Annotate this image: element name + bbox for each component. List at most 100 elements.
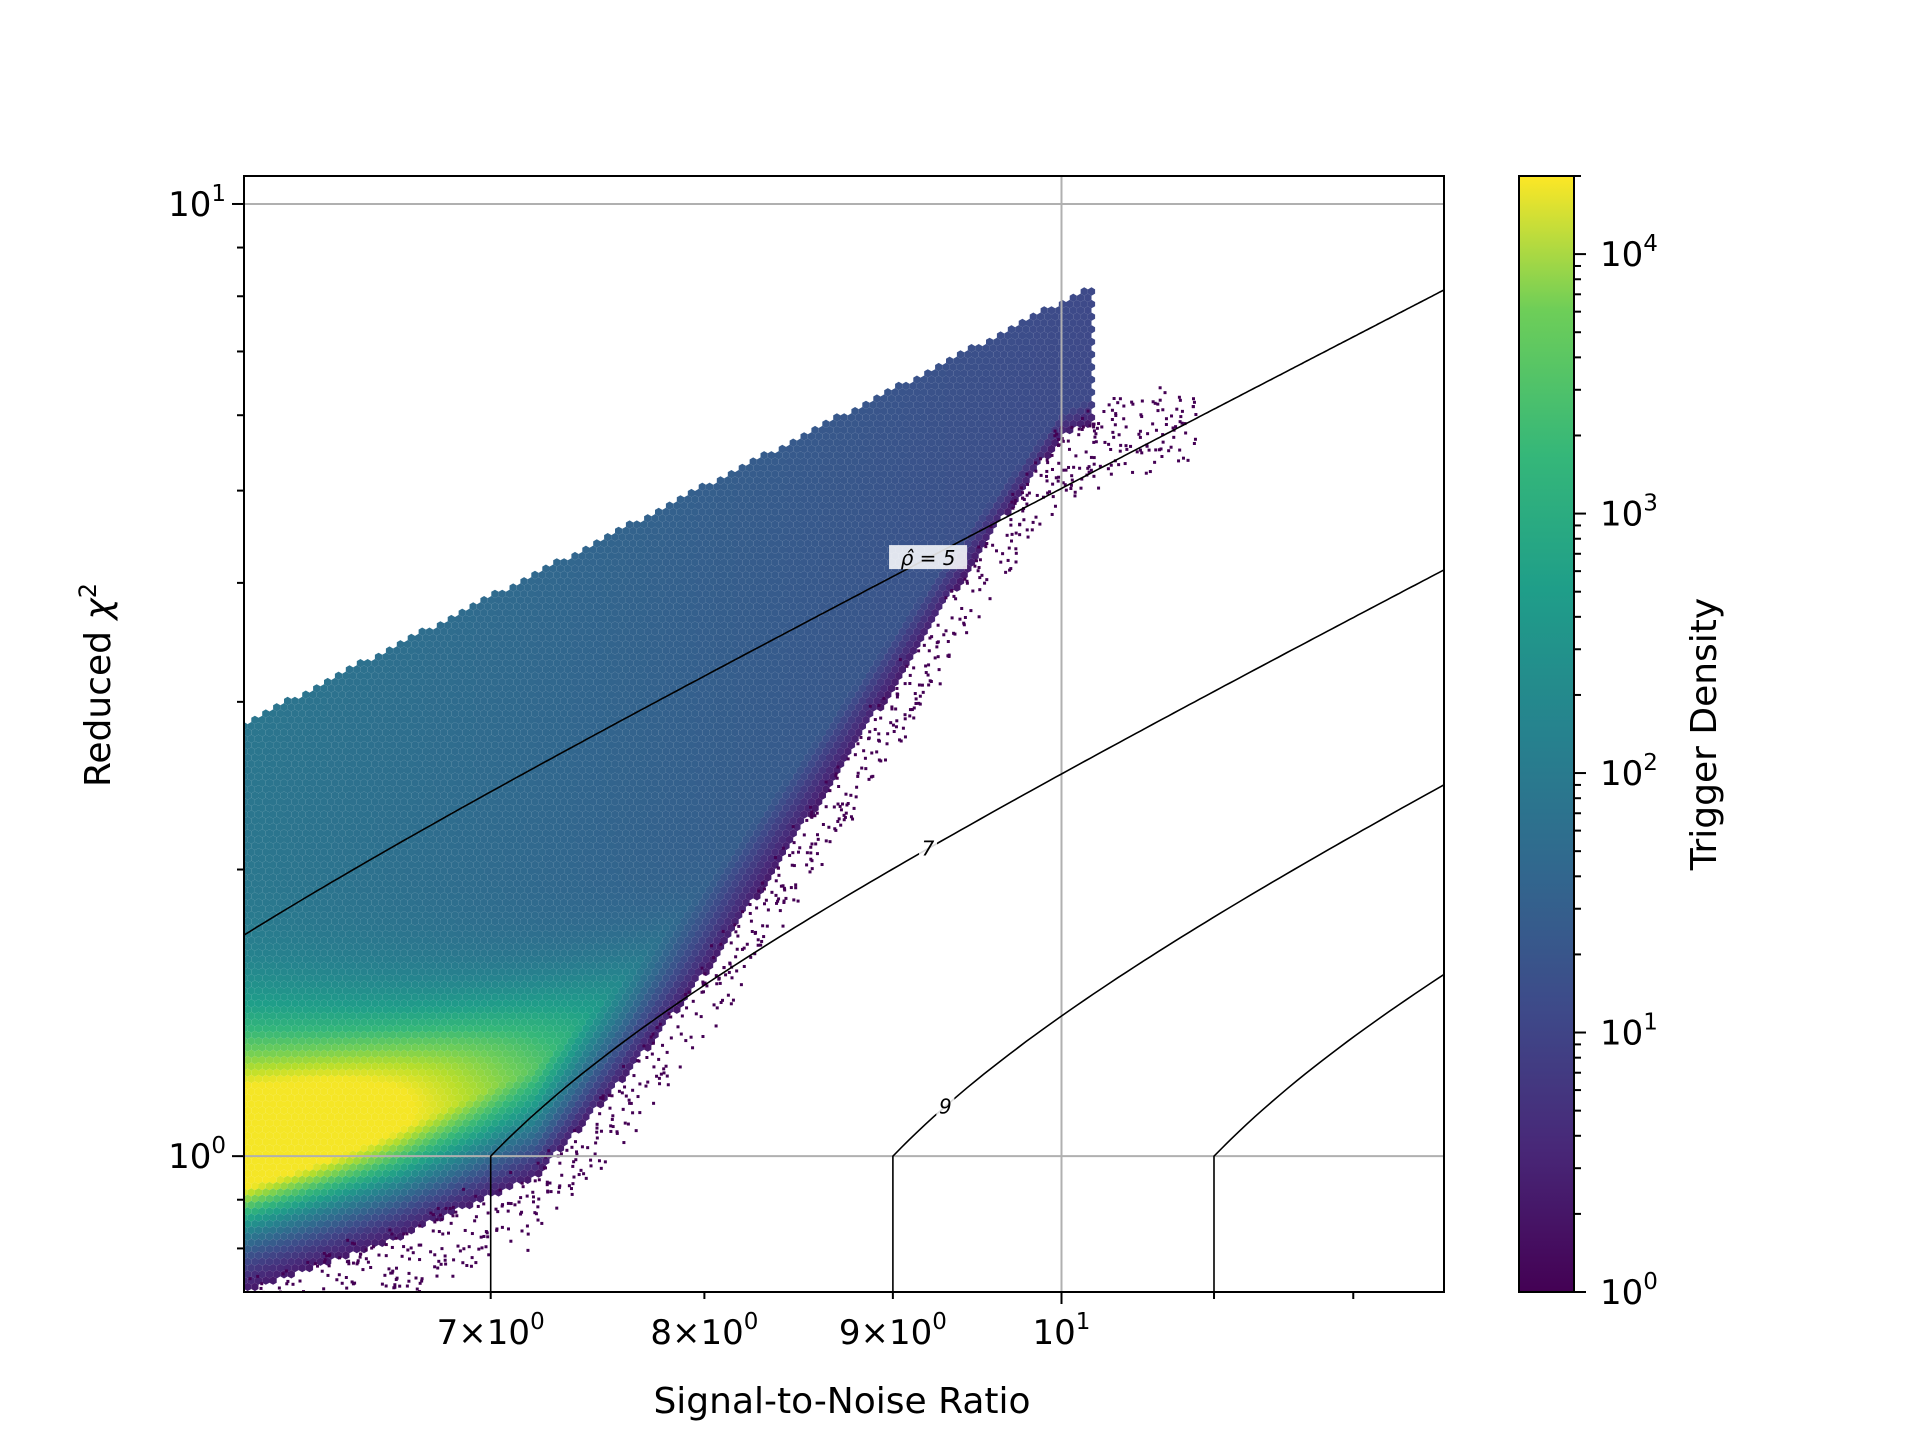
hexbin-cell [862, 425, 870, 435]
hexbin-cell [720, 507, 728, 517]
hexbin-cell [935, 413, 943, 422]
hexbin-cell [1044, 438, 1052, 447]
hexbin-cell [742, 495, 750, 504]
hexbin-cell [771, 495, 779, 504]
hexbin-cell [1022, 400, 1030, 410]
hexbin-cell [767, 488, 775, 498]
hexbin-cell [855, 438, 863, 447]
hexbin-cell [964, 388, 972, 397]
hexbin-cell [669, 520, 677, 529]
hexbin-cell [967, 407, 976, 416]
hexbin-cell [876, 413, 885, 422]
hexbin-cell [1036, 425, 1045, 435]
hexbin-cell [956, 463, 965, 473]
hexbin-cell [789, 438, 797, 447]
hexbin-cell [916, 432, 925, 441]
hexbin-cell [833, 488, 841, 498]
hexbin-cell [949, 488, 957, 498]
hexbin-cell [815, 470, 823, 479]
hexbin-cell [960, 444, 968, 454]
hexbin-cell [829, 444, 837, 454]
hexbin-cell [916, 470, 925, 479]
hexbin-cell [862, 400, 870, 410]
hexbin-cell [1047, 444, 1056, 454]
hexbin-cell [873, 419, 881, 428]
hexbin-cell [978, 438, 986, 447]
hexbin-cell [971, 488, 979, 498]
hexbin-cell [931, 432, 939, 441]
hexbin-cell [869, 476, 877, 485]
hexbin-cell [811, 488, 819, 498]
hexbin-cell [1015, 476, 1023, 485]
hexbin-cell [909, 381, 917, 391]
hexbin-cell [1033, 394, 1041, 403]
hexbin-cell [1036, 375, 1045, 384]
hexbin-cell [1080, 287, 1088, 296]
hexbin-cell [800, 457, 808, 466]
hexbin-cell [906, 476, 914, 485]
hexbin-cell [884, 438, 892, 447]
hexbin-cell [829, 482, 837, 491]
hexbin-cell [705, 495, 714, 504]
hexbin-cell [796, 438, 805, 447]
hexbin-cell [880, 432, 888, 441]
hexbin-cell [1018, 356, 1026, 365]
hexbin-cell [1080, 312, 1088, 321]
hexbin-cell [978, 514, 986, 523]
hexbin-cell [986, 463, 994, 473]
hexbin-cell [895, 457, 903, 466]
hexbin-cell [1084, 293, 1092, 302]
hexbin-cell [851, 432, 859, 441]
hexbin-cell [909, 482, 917, 491]
hexbin-cell [906, 451, 914, 460]
hexbin-cell [953, 419, 961, 428]
hexbin-cell [1011, 407, 1019, 416]
hexbin-cell [822, 432, 830, 441]
hexbin-cell [1087, 287, 1096, 296]
hexbin-cell [1007, 362, 1016, 372]
hexbin-cell [902, 444, 910, 454]
hexbin-cell [895, 470, 903, 479]
hexbin-cell [1062, 369, 1070, 378]
hexbin-cell [1004, 344, 1012, 353]
hexbin-cell [1087, 362, 1096, 372]
hexbin-cell [1004, 394, 1012, 403]
hexbin-cell [924, 394, 932, 403]
hexbin-cell [1080, 388, 1088, 397]
hexbin-cell [847, 476, 856, 485]
hexbin-cell [964, 362, 972, 372]
hexbin-cell [1026, 470, 1034, 479]
hexbin-cell [938, 470, 946, 479]
hexbin-cell [887, 432, 896, 441]
hexbin-cell [829, 507, 837, 517]
hexbin-cell [964, 413, 972, 422]
hexbin-cell [931, 394, 939, 403]
hexbin-cell [916, 419, 925, 428]
hexbin-cell [1073, 375, 1081, 384]
hexbin-cell [836, 482, 845, 491]
hexbin-cell [1084, 394, 1092, 403]
hexbin-cell [684, 495, 692, 504]
hexbin-cell [866, 495, 874, 504]
hexbin-cell [1047, 419, 1056, 428]
hexbin-cell [982, 369, 990, 378]
hexbin-cell [800, 507, 808, 517]
hexbin-cell [778, 507, 786, 517]
hexbin-cell [1076, 293, 1085, 302]
hexbin-cell [982, 356, 990, 365]
hexbin-cell [1026, 344, 1034, 353]
hexbin-cell [858, 457, 866, 466]
hexbin-cell [716, 514, 725, 523]
hexbin-cell [826, 476, 834, 485]
hexbin-cell [858, 507, 866, 517]
hexbin-cell [982, 457, 990, 466]
hexbin-cell [844, 432, 852, 441]
hexbin-cell [702, 514, 710, 523]
hexbin-cell [756, 457, 765, 466]
hexbin-cell [760, 501, 768, 510]
hexbin-cell [1007, 350, 1016, 359]
hexbin-cell [796, 488, 805, 498]
hexbin-cell [982, 344, 990, 353]
hexbin-cell [1073, 312, 1081, 321]
hexbin-cell [1000, 413, 1008, 422]
